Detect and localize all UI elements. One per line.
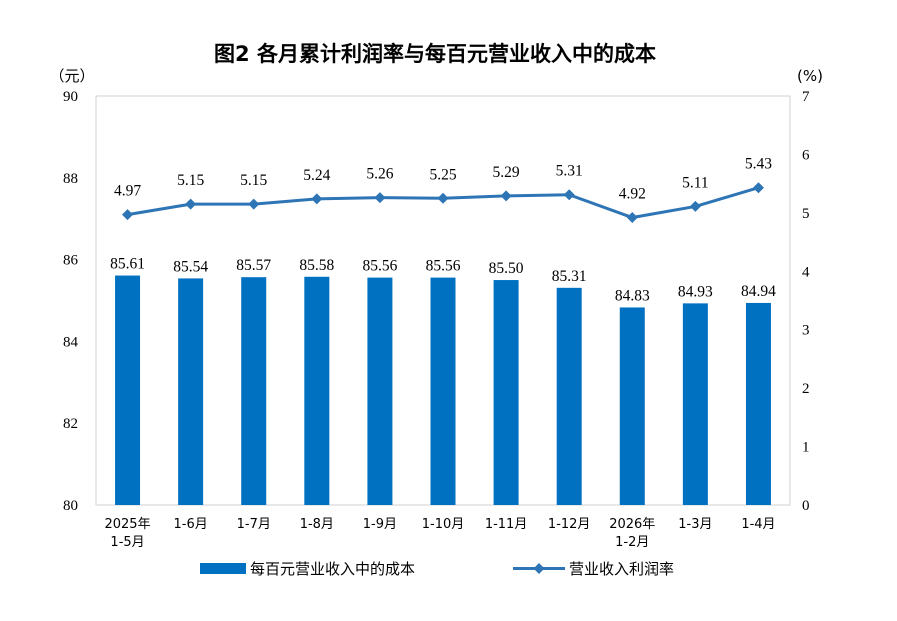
- line-point: [248, 198, 260, 210]
- bar-labels-layer: 85.61 85.54 85.57 85.58 85.56 85.56 85.50 85.31…: [110, 256, 776, 305]
- bar: [304, 276, 330, 505]
- bar: [619, 307, 645, 505]
- line-point: [122, 209, 134, 221]
- bar: [367, 277, 393, 505]
- line-point: [752, 182, 764, 194]
- bar-data-label: 85.50: [489, 260, 524, 277]
- line-point: [311, 193, 323, 205]
- x-axis-tick-label: 1-10月: [422, 517, 465, 532]
- line-point: [689, 200, 701, 212]
- right-axis-tick-label: 6: [802, 147, 810, 163]
- line-data-label: 5.31: [556, 163, 583, 180]
- line-data-label: 4.97: [114, 183, 141, 200]
- x-axis-tick-label: 2025年 1-5月: [104, 517, 150, 550]
- bar: [430, 277, 456, 505]
- x-axis-tick-label: 1-8月: [300, 517, 334, 532]
- right-axis: 0 1 2 3 4 5 6 7: [802, 89, 810, 514]
- x-axis-tick-label: 2026年 1-2月: [609, 517, 655, 550]
- right-axis-tick-label: 1: [802, 440, 810, 456]
- legend-line-label: 营业收入利润率: [569, 560, 674, 578]
- bar-data-label: 85.56: [426, 258, 461, 275]
- line-data-label: 5.15: [240, 172, 267, 189]
- bar-data-label: 85.56: [362, 258, 397, 275]
- legend: 每百元营业收入中的成本 营业收入利润率: [200, 560, 674, 578]
- line-data-label: 5.26: [366, 166, 393, 183]
- line-point: [374, 192, 386, 204]
- line-data-label: 4.92: [619, 186, 646, 203]
- line-data-label: 5.15: [177, 172, 204, 189]
- left-axis-tick-label: 80: [63, 498, 78, 514]
- left-axis-unit: （元）: [49, 67, 94, 85]
- line-point: [437, 192, 449, 204]
- line-data-label: 5.29: [493, 164, 520, 181]
- bar-data-label: 85.57: [236, 257, 271, 274]
- bar: [493, 280, 519, 505]
- x-axis-tick-label: 1-9月: [363, 517, 397, 532]
- bar-data-label: 85.58: [299, 257, 334, 274]
- x-axis-tick-label: 1-4月: [741, 517, 775, 532]
- line-layer: [122, 182, 764, 224]
- bar: [178, 278, 204, 505]
- line-data-label: 5.43: [745, 156, 772, 173]
- line-point: [563, 189, 575, 201]
- x-axis-tick-label: 1-3月: [678, 517, 712, 532]
- x-axis-tick-label: 1-11月: [485, 517, 528, 532]
- right-axis-tick-label: 5: [802, 206, 810, 222]
- line-data-label: 5.24: [303, 167, 330, 184]
- bar: [745, 302, 771, 505]
- left-axis-tick-label: 84: [63, 334, 79, 350]
- right-axis-tick-label: 3: [802, 323, 810, 339]
- x-axis: 2025年 1-5月 1-6月 1-7月 1-8月 1-9月 1-10月 1-11月 1-12月…: [104, 517, 775, 550]
- bar: [241, 277, 267, 505]
- right-axis-tick-label: 7: [802, 89, 810, 105]
- bars-layer: [115, 275, 771, 505]
- line-labels-layer: 4.97 5.15 5.15 5.24 5.26 5.25 5.29 5.31 4.92 5.11…: [114, 156, 772, 203]
- line-point: [626, 212, 638, 224]
- line-data-label: 5.11: [682, 174, 709, 191]
- legend-bar-swatch: [200, 563, 246, 574]
- bar: [682, 303, 708, 505]
- x-axis-tick-label: 1-12月: [548, 517, 591, 532]
- right-axis-tick-label: 2: [802, 381, 810, 397]
- left-axis-tick-label: 88: [63, 171, 78, 187]
- bar-data-label: 84.83: [615, 287, 650, 304]
- legend-line-marker: [533, 563, 545, 574]
- left-axis: 80 82 84 86 88 90: [63, 89, 79, 514]
- legend-bar-label: 每百元营业收入中的成本: [250, 560, 415, 578]
- left-axis-tick-label: 82: [63, 416, 78, 432]
- left-axis-tick-label: 86: [63, 253, 79, 269]
- line-point: [185, 198, 197, 210]
- line-data-label: 5.25: [429, 166, 456, 183]
- right-axis-unit: (%): [797, 67, 823, 85]
- line-point: [500, 190, 512, 202]
- right-axis-tick-label: 4: [802, 264, 810, 280]
- bar: [556, 287, 582, 505]
- x-axis-tick-label: 1-7月: [237, 517, 271, 532]
- chart-title: 图2 各月累计利润率与每百元营业收入中的成本: [214, 42, 656, 66]
- bar-data-label: 85.61: [110, 256, 145, 273]
- bar-data-label: 85.54: [173, 258, 208, 275]
- bar: [115, 275, 141, 505]
- x-axis-tick-label: 1-6月: [174, 517, 208, 532]
- bar-data-label: 84.93: [678, 283, 713, 300]
- right-axis-tick-label: 0: [802, 498, 810, 514]
- bar-data-label: 84.94: [741, 283, 776, 300]
- bar-data-label: 85.31: [552, 268, 587, 285]
- left-axis-tick-label: 90: [63, 89, 78, 105]
